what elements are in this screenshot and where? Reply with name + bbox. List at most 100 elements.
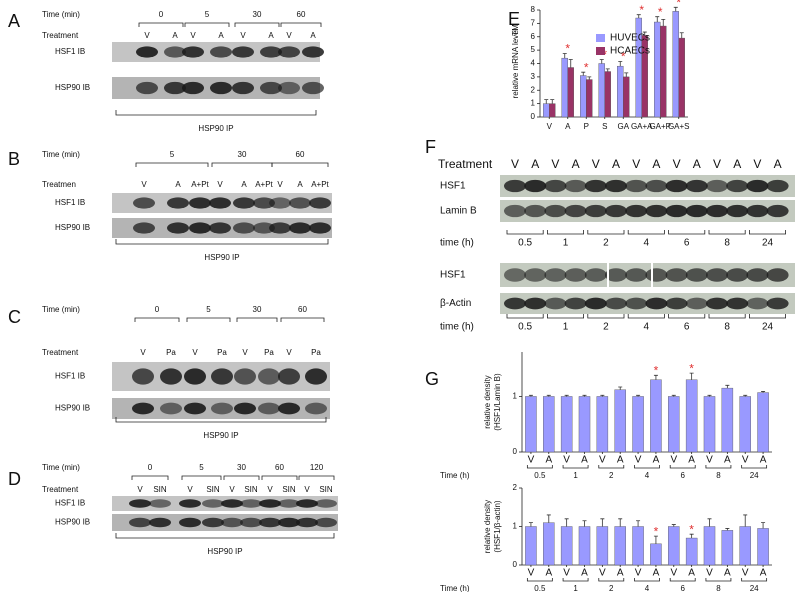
treatment: V — [267, 485, 273, 494]
band — [189, 197, 211, 209]
band — [289, 222, 311, 234]
treatment: A — [218, 31, 224, 40]
y-axis-label: relative density — [483, 500, 492, 553]
band — [258, 368, 280, 385]
band — [305, 402, 327, 415]
bar — [623, 76, 630, 118]
bar — [567, 67, 574, 118]
bar — [525, 396, 537, 453]
x-tick-label: A — [724, 455, 731, 466]
band — [149, 517, 171, 528]
band — [182, 46, 204, 58]
bracket — [234, 22, 280, 27]
band — [685, 297, 708, 310]
band — [269, 222, 291, 234]
x-tick-label: A — [688, 568, 695, 579]
band — [309, 197, 331, 209]
y-tick-label: 6 — [531, 32, 536, 41]
x-tick-label: A — [617, 568, 624, 579]
legend-label: HUVECs — [610, 33, 650, 44]
error-bar — [546, 514, 551, 523]
x-tick-label: GA+P — [649, 122, 671, 131]
x-tick-label: GA+A — [631, 122, 653, 131]
bracket — [115, 417, 327, 423]
ip-label: HSP90 IP — [198, 124, 233, 133]
band — [605, 268, 627, 282]
bracket — [223, 475, 260, 480]
band — [132, 368, 154, 385]
bracket — [547, 314, 584, 319]
x-tick-label: V — [742, 455, 749, 466]
band — [149, 499, 171, 508]
time-value: 2 — [603, 322, 609, 333]
error-bar — [636, 394, 641, 397]
time-value: 5 — [199, 463, 204, 472]
significance: * — [658, 5, 663, 19]
x-tick-label: V — [528, 455, 535, 466]
ip-label: HSP90 IP — [207, 547, 242, 556]
x-tick-label: V — [599, 455, 606, 466]
bracket — [627, 230, 665, 235]
bracket — [280, 22, 322, 27]
time-label: Time (min) — [42, 305, 80, 314]
error-bar — [689, 533, 694, 539]
band — [189, 222, 211, 234]
time-value: 5 — [205, 10, 210, 19]
band — [746, 204, 769, 218]
bracket — [708, 230, 746, 235]
band — [259, 499, 281, 508]
error-bar — [550, 99, 555, 104]
band — [160, 368, 182, 385]
band — [211, 402, 233, 415]
bar — [721, 530, 734, 566]
treatment: V — [217, 180, 223, 189]
significance: * — [676, 0, 681, 9]
bracket — [261, 475, 298, 480]
treatment: Pa — [166, 348, 176, 357]
treatment: V — [141, 180, 147, 189]
band — [726, 297, 749, 310]
band — [504, 297, 526, 310]
bar — [543, 396, 555, 453]
significance: * — [639, 3, 644, 17]
band — [233, 222, 255, 234]
error-bar — [599, 59, 604, 64]
band — [504, 204, 526, 218]
bracket — [506, 230, 544, 235]
error-bar — [544, 99, 549, 104]
band — [278, 368, 300, 385]
band — [259, 517, 281, 528]
band — [544, 179, 567, 193]
band — [645, 297, 668, 310]
error-bar — [546, 394, 551, 397]
bracket — [587, 314, 625, 319]
time-value: 0 — [159, 10, 164, 19]
blot-label: Lamin B — [440, 206, 477, 217]
treatment: A+Pt — [191, 180, 209, 189]
ip-label: HSP90 IP — [203, 431, 238, 440]
x-tick-label: V — [563, 455, 570, 466]
error-bar — [671, 524, 676, 527]
band — [706, 204, 728, 218]
error-bar — [653, 374, 658, 380]
band — [305, 368, 327, 385]
treatment: A — [268, 31, 274, 40]
time-value: 1 — [563, 322, 569, 333]
band — [210, 46, 232, 58]
band — [685, 268, 708, 282]
error-bar — [671, 394, 676, 397]
x-tick-label: V — [563, 568, 570, 579]
error-bar — [725, 384, 730, 389]
band — [260, 81, 282, 95]
y-tick-label: 4 — [531, 59, 536, 68]
treatment: A+Pt — [255, 180, 273, 189]
x-tick-label: V — [599, 568, 606, 579]
x-tick-label: A — [653, 455, 660, 466]
bar — [650, 543, 662, 566]
error-bar — [562, 53, 567, 59]
group-label: 0.5 — [534, 471, 546, 480]
x-tick-label: A — [565, 122, 571, 131]
time-value: 6 — [684, 322, 690, 333]
error-bar — [568, 59, 573, 68]
